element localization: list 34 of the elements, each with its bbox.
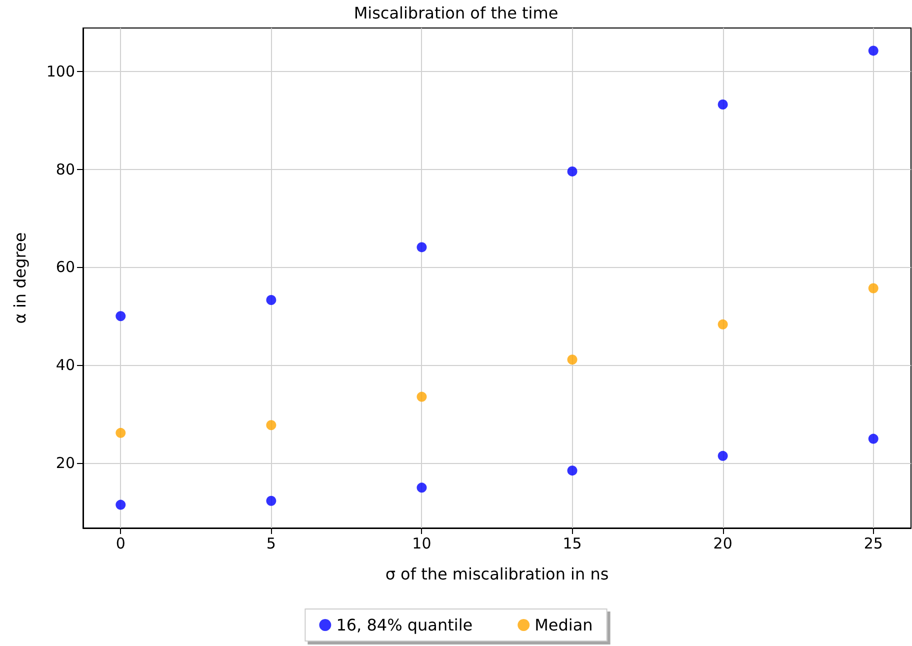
point xyxy=(116,500,126,510)
point xyxy=(868,46,878,56)
y-tick-label: 100 xyxy=(46,62,75,81)
y-tick-label: 40 xyxy=(56,356,75,374)
point xyxy=(567,166,578,176)
point xyxy=(868,434,878,444)
y-axis-title: α in degree xyxy=(10,232,30,324)
point xyxy=(718,450,728,461)
point xyxy=(266,294,276,305)
point xyxy=(116,428,126,438)
x-tick-label: 20 xyxy=(713,534,732,552)
legend-label: Median xyxy=(534,616,593,634)
point xyxy=(718,99,728,110)
x-axis-title: σ of the miscalibration in ns xyxy=(385,564,609,584)
point xyxy=(266,420,276,430)
point xyxy=(868,283,878,294)
chart-title: Miscalibration of the time xyxy=(354,4,558,22)
x-tick-label: 0 xyxy=(116,534,126,552)
y-tick-label: 80 xyxy=(56,160,75,178)
point xyxy=(266,496,276,506)
point xyxy=(416,482,427,493)
x-tick-label: 25 xyxy=(864,534,883,552)
y-tick-label: 20 xyxy=(56,454,75,472)
y-tick-label: 60 xyxy=(56,258,75,276)
point xyxy=(116,311,126,322)
point xyxy=(567,466,578,476)
legend-label: 16, 84% quantile xyxy=(336,616,473,634)
point xyxy=(416,242,427,252)
x-tick-label: 15 xyxy=(562,534,582,552)
x-tick-label: 5 xyxy=(266,534,276,552)
x-tick-label: 10 xyxy=(412,534,432,552)
point xyxy=(718,319,728,330)
point xyxy=(416,392,427,402)
point xyxy=(567,354,578,365)
